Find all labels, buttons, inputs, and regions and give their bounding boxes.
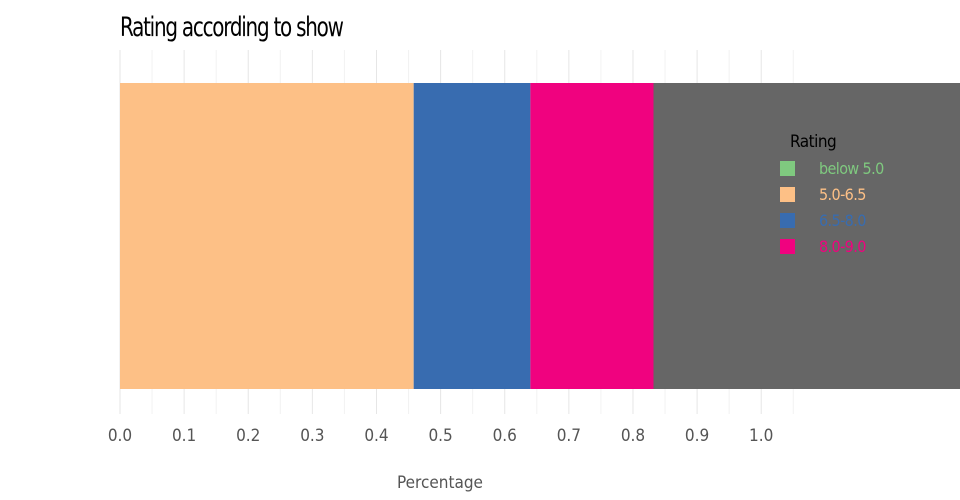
x-tick-label: 0.2 [236, 426, 260, 446]
x-axis-ticks: 0.0 0.1 0.2 0.3 0.4 0.5 0.6 0.7 0.8 0.9 1.0 [108, 426, 774, 446]
legend-item: 6.5-8.0 [780, 207, 884, 233]
legend-swatch [780, 160, 795, 176]
bar-segment [653, 83, 960, 389]
legend-swatch [780, 212, 795, 228]
x-tick-label: 0.5 [428, 426, 452, 446]
bar-segment [413, 83, 531, 389]
chart-title: Rating according to show [120, 12, 344, 43]
legend-item: below 5.0 [780, 155, 884, 181]
x-tick-label: 0.1 [172, 426, 196, 446]
legend-item: 8.0-9.0 [780, 233, 884, 259]
stacked-bar [120, 83, 960, 389]
x-tick-label: 0.4 [364, 426, 388, 446]
x-tick-label: 0.0 [108, 426, 132, 446]
x-tick-label: 0.9 [685, 426, 709, 446]
x-axis-label: Percentage [397, 473, 483, 493]
legend-swatch [780, 186, 795, 202]
legend-label: below 5.0 [819, 158, 884, 178]
bar-segment [120, 83, 414, 389]
x-tick-label: 0.8 [621, 426, 645, 446]
legend-swatch [780, 238, 795, 254]
legend: Rating below 5.0 5.0-6.5 6.5-8.0 8.0-9.0 [780, 132, 884, 259]
legend-label: 5.0-6.5 [819, 184, 866, 204]
legend-title: Rating [790, 132, 837, 152]
x-tick-label: 1.0 [749, 426, 773, 446]
legend-label: 6.5-8.0 [819, 210, 866, 230]
x-tick-label: 0.7 [557, 426, 581, 446]
x-tick-label: 0.3 [300, 426, 324, 446]
x-tick-label: 0.6 [493, 426, 517, 446]
bar-segment [530, 83, 654, 389]
legend-item: 5.0-6.5 [780, 181, 884, 207]
legend-label: 8.0-9.0 [819, 236, 866, 256]
